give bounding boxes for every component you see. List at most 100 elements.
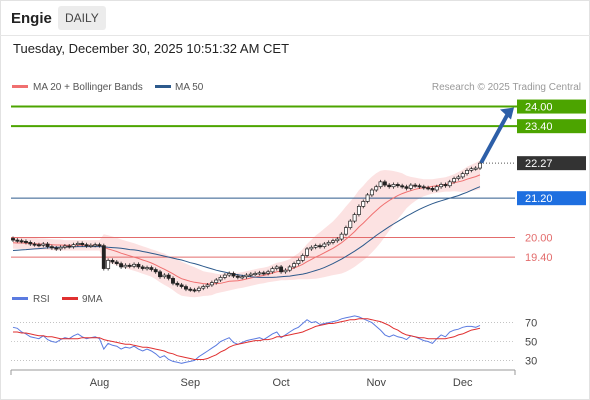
candle-body bbox=[71, 244, 76, 247]
header-bar: Engie DAILY bbox=[0, 0, 590, 36]
candle-body bbox=[93, 244, 98, 247]
candle-body bbox=[80, 242, 85, 246]
candle-body bbox=[127, 264, 132, 267]
candle-body bbox=[266, 271, 271, 274]
legend-rsi-swatch bbox=[12, 297, 28, 300]
candle-body bbox=[287, 266, 292, 271]
candle-body bbox=[11, 238, 15, 241]
forecast-arrow-head bbox=[500, 107, 514, 120]
candle-body bbox=[140, 266, 145, 269]
candle-body bbox=[305, 248, 309, 256]
candle-body bbox=[382, 181, 387, 186]
candle-body bbox=[361, 201, 366, 207]
candle-body bbox=[171, 278, 175, 284]
candle-body bbox=[19, 240, 24, 243]
candle-body bbox=[209, 282, 214, 286]
candle-body bbox=[456, 176, 461, 179]
candle-body bbox=[408, 184, 413, 189]
forecast-arrow-shaft bbox=[480, 111, 510, 164]
candle-body bbox=[49, 246, 54, 249]
legend-9ma-swatch bbox=[62, 297, 78, 300]
time-axis-label: Sep bbox=[180, 377, 200, 389]
candle-body bbox=[45, 243, 50, 247]
candle-body bbox=[404, 186, 409, 189]
candle-body bbox=[75, 242, 80, 246]
time-axis-label: Oct bbox=[273, 377, 290, 389]
candle-body bbox=[279, 266, 284, 273]
level-label: 22.27 bbox=[525, 158, 553, 170]
candle-body bbox=[214, 279, 219, 283]
ma20-line bbox=[12, 174, 481, 285]
candle-body bbox=[443, 184, 448, 187]
candle-body bbox=[413, 184, 418, 187]
candle-body bbox=[274, 266, 279, 269]
candle-body bbox=[374, 186, 379, 191]
bollinger-band bbox=[13, 160, 480, 298]
time-axis-label: Dec bbox=[453, 377, 473, 389]
candle-body bbox=[166, 274, 171, 279]
period-button[interactable]: DAILY bbox=[58, 6, 106, 30]
candle-body bbox=[188, 288, 193, 291]
candle-body bbox=[106, 260, 111, 269]
candle-body bbox=[227, 273, 232, 276]
legend-ma20-swatch bbox=[12, 85, 28, 88]
candle-body bbox=[175, 282, 180, 286]
candle-body bbox=[257, 272, 262, 275]
candle-body bbox=[421, 186, 426, 189]
candle-body bbox=[248, 273, 253, 276]
candle-body bbox=[54, 247, 59, 250]
candle-body bbox=[452, 178, 457, 183]
candle-body bbox=[417, 185, 422, 188]
candle-body bbox=[348, 220, 353, 228]
candle-body bbox=[309, 246, 314, 250]
candle-body bbox=[158, 271, 162, 278]
candle-body bbox=[339, 233, 344, 240]
candle-body bbox=[179, 284, 184, 287]
candle-body bbox=[356, 206, 361, 215]
candle-body bbox=[58, 246, 63, 250]
candle-body bbox=[300, 255, 305, 261]
candle-body bbox=[426, 187, 431, 190]
candle-body bbox=[469, 168, 474, 171]
candle-body bbox=[322, 243, 327, 247]
level-label: 21.20 bbox=[525, 193, 553, 205]
candle-body bbox=[36, 244, 41, 247]
legend-ma50-label: MA 50 bbox=[175, 82, 204, 93]
candle-body bbox=[261, 272, 266, 275]
candle-body bbox=[231, 273, 236, 277]
candle-body bbox=[344, 227, 348, 235]
candle-body bbox=[387, 184, 392, 188]
candle-body bbox=[331, 240, 335, 243]
candle-body bbox=[430, 188, 435, 191]
candle-body bbox=[184, 286, 188, 290]
candle-body bbox=[41, 243, 46, 246]
watermark: Research © 2025 Trading Central bbox=[432, 82, 581, 93]
candle-body bbox=[240, 276, 245, 279]
ticker-name: Engie bbox=[11, 10, 52, 27]
candle-body bbox=[132, 263, 137, 267]
candle-body bbox=[24, 241, 28, 243]
candle-body bbox=[326, 242, 331, 245]
candle-body bbox=[434, 186, 439, 191]
candle-body bbox=[283, 269, 288, 273]
rsi-tick-label: 50 bbox=[525, 337, 537, 349]
candle-body bbox=[235, 275, 240, 278]
time-axis-label: Nov bbox=[366, 377, 386, 389]
candle-body bbox=[136, 263, 141, 268]
candle-body bbox=[149, 267, 154, 270]
candle-body bbox=[460, 173, 465, 178]
level-label-bg bbox=[517, 99, 586, 114]
level-label-bg bbox=[517, 119, 586, 134]
candle-body bbox=[84, 244, 89, 247]
candle-body bbox=[447, 181, 452, 187]
candle-body bbox=[196, 287, 201, 291]
candle-body bbox=[97, 244, 102, 247]
candle-body bbox=[292, 263, 297, 268]
candle-body bbox=[110, 260, 115, 263]
candle-body bbox=[335, 238, 340, 242]
candle-body bbox=[478, 162, 482, 169]
candle-body bbox=[270, 268, 275, 273]
candle-body bbox=[369, 189, 374, 196]
candle-body bbox=[365, 194, 370, 202]
candle-body bbox=[162, 274, 167, 278]
